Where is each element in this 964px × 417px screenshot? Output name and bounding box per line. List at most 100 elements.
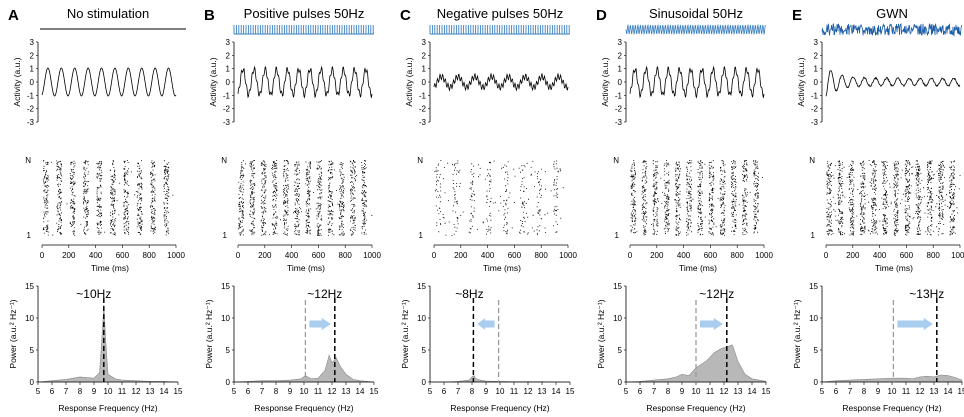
freq-x-tick: 8 <box>78 387 83 396</box>
freq-x-tick: 6 <box>246 387 251 396</box>
time-x-tick: 0 <box>236 251 241 260</box>
activity-y-tick: 1 <box>30 65 35 74</box>
activity-y-tick: 1 <box>814 65 819 74</box>
time-x-tick: 200 <box>650 251 664 260</box>
frequency-shift-arrow <box>309 318 331 330</box>
time-x-tick: 0 <box>40 251 45 260</box>
time-x-tick: 400 <box>481 251 495 260</box>
freq-x-tick: 15 <box>566 387 575 396</box>
time-x-tick: 1000 <box>363 251 381 260</box>
freq-x-tick: 15 <box>174 387 183 396</box>
power-y-tick: 0 <box>226 378 231 387</box>
freq-x-label: Response Frequency (Hz) <box>254 403 353 413</box>
freq-x-label: Response Frequency (Hz) <box>58 403 157 413</box>
activity-y-tick: -3 <box>615 118 623 127</box>
spike-raster <box>826 160 961 236</box>
freq-x-tick: 12 <box>524 387 533 396</box>
time-x-tick: 0 <box>432 251 437 260</box>
raster-bottom-label: 1 <box>223 231 228 240</box>
panel-title: GWN <box>876 6 908 21</box>
power-spectrum-area <box>821 374 963 383</box>
panel-c: C Negative pulses 50Hz3210-1-2-3Activity … <box>400 6 577 413</box>
activity-y-tick: 3 <box>422 38 427 47</box>
panel-b: B Positive pulses 50Hz3210-1-2-3Activity … <box>204 6 381 413</box>
freq-x-tick: 7 <box>652 387 657 396</box>
freq-x-tick: 5 <box>428 387 433 396</box>
time-x-tick: 1000 <box>755 251 773 260</box>
panel-title: No stimulation <box>67 6 149 21</box>
power-y-tick: 15 <box>25 282 34 291</box>
time-x-tick: 200 <box>62 251 76 260</box>
activity-y-tick: -1 <box>27 91 35 100</box>
activity-y-label: Activity (a.u.) <box>12 57 22 106</box>
panel-label: B <box>204 7 215 24</box>
spike-raster <box>630 160 763 236</box>
activity-y-tick: 2 <box>226 51 231 60</box>
power-y-tick: 10 <box>221 314 230 323</box>
activity-y-tick: -2 <box>223 105 231 114</box>
peak-frequency-label: ~12Hz <box>699 287 734 301</box>
frequency-shift-arrow <box>477 318 495 330</box>
time-x-label: Time (ms) <box>287 263 325 273</box>
power-y-tick: 5 <box>30 346 35 355</box>
power-y-label: Power (a.u.² Hz⁻¹) <box>596 299 606 368</box>
activity-y-tick: 1 <box>422 65 427 74</box>
time-x-tick: 200 <box>846 251 860 260</box>
activity-y-tick: 1 <box>226 65 231 74</box>
activity-y-tick: -3 <box>27 118 35 127</box>
raster-top-label: N <box>809 156 815 165</box>
raster-top-label: N <box>25 156 31 165</box>
time-x-tick: 400 <box>89 251 103 260</box>
power-y-tick: 0 <box>618 378 623 387</box>
raster-bottom-label: 1 <box>615 231 620 240</box>
activity-trace <box>237 65 373 99</box>
activity-y-tick: 3 <box>226 38 231 47</box>
freq-x-tick: 11 <box>314 387 323 396</box>
activity-y-label: Activity (a.u.) <box>404 57 414 106</box>
time-x-tick: 800 <box>731 251 745 260</box>
activity-trace <box>41 67 177 97</box>
freq-x-label: Response Frequency (Hz) <box>842 403 941 413</box>
freq-x-tick: 8 <box>274 387 279 396</box>
time-x-tick: 600 <box>312 251 326 260</box>
time-x-tick: 1000 <box>951 251 964 260</box>
time-x-tick: 1000 <box>167 251 185 260</box>
stimulus-trace <box>821 23 963 37</box>
freq-x-tick: 9 <box>288 387 293 396</box>
frequency-shift-arrow <box>897 318 933 330</box>
time-x-tick: 800 <box>535 251 549 260</box>
power-y-tick: 0 <box>422 378 427 387</box>
freq-x-tick: 7 <box>260 387 265 396</box>
freq-x-tick: 5 <box>624 387 629 396</box>
power-y-tick: 10 <box>417 314 426 323</box>
time-x-tick: 1000 <box>559 251 577 260</box>
power-spectrum-area <box>37 305 179 383</box>
activity-y-label: Activity (a.u.) <box>208 57 218 106</box>
activity-y-tick: 3 <box>814 38 819 47</box>
peak-frequency-label: ~10Hz <box>76 287 111 301</box>
time-x-tick: 0 <box>628 251 633 260</box>
freq-x-tick: 8 <box>470 387 475 396</box>
freq-x-tick: 13 <box>734 387 743 396</box>
power-y-tick: 10 <box>25 314 34 323</box>
time-x-label: Time (ms) <box>679 263 717 273</box>
freq-x-tick: 7 <box>848 387 853 396</box>
freq-x-tick: 12 <box>720 387 729 396</box>
activity-y-tick: -1 <box>419 91 427 100</box>
panel-label: C <box>400 7 411 24</box>
time-x-tick: 600 <box>508 251 522 260</box>
activity-y-tick: -2 <box>419 105 427 114</box>
freq-x-tick: 14 <box>748 387 757 396</box>
time-x-tick: 200 <box>454 251 468 260</box>
activity-trace <box>825 70 961 97</box>
panel-title: Sinusoidal 50Hz <box>649 6 743 21</box>
freq-x-tick: 11 <box>118 387 127 396</box>
power-spectrum-area <box>430 375 570 383</box>
freq-x-tick: 13 <box>146 387 155 396</box>
power-spectrum-area <box>625 344 767 383</box>
activity-y-tick: 3 <box>618 38 623 47</box>
panel-title: Positive pulses 50Hz <box>244 6 365 21</box>
